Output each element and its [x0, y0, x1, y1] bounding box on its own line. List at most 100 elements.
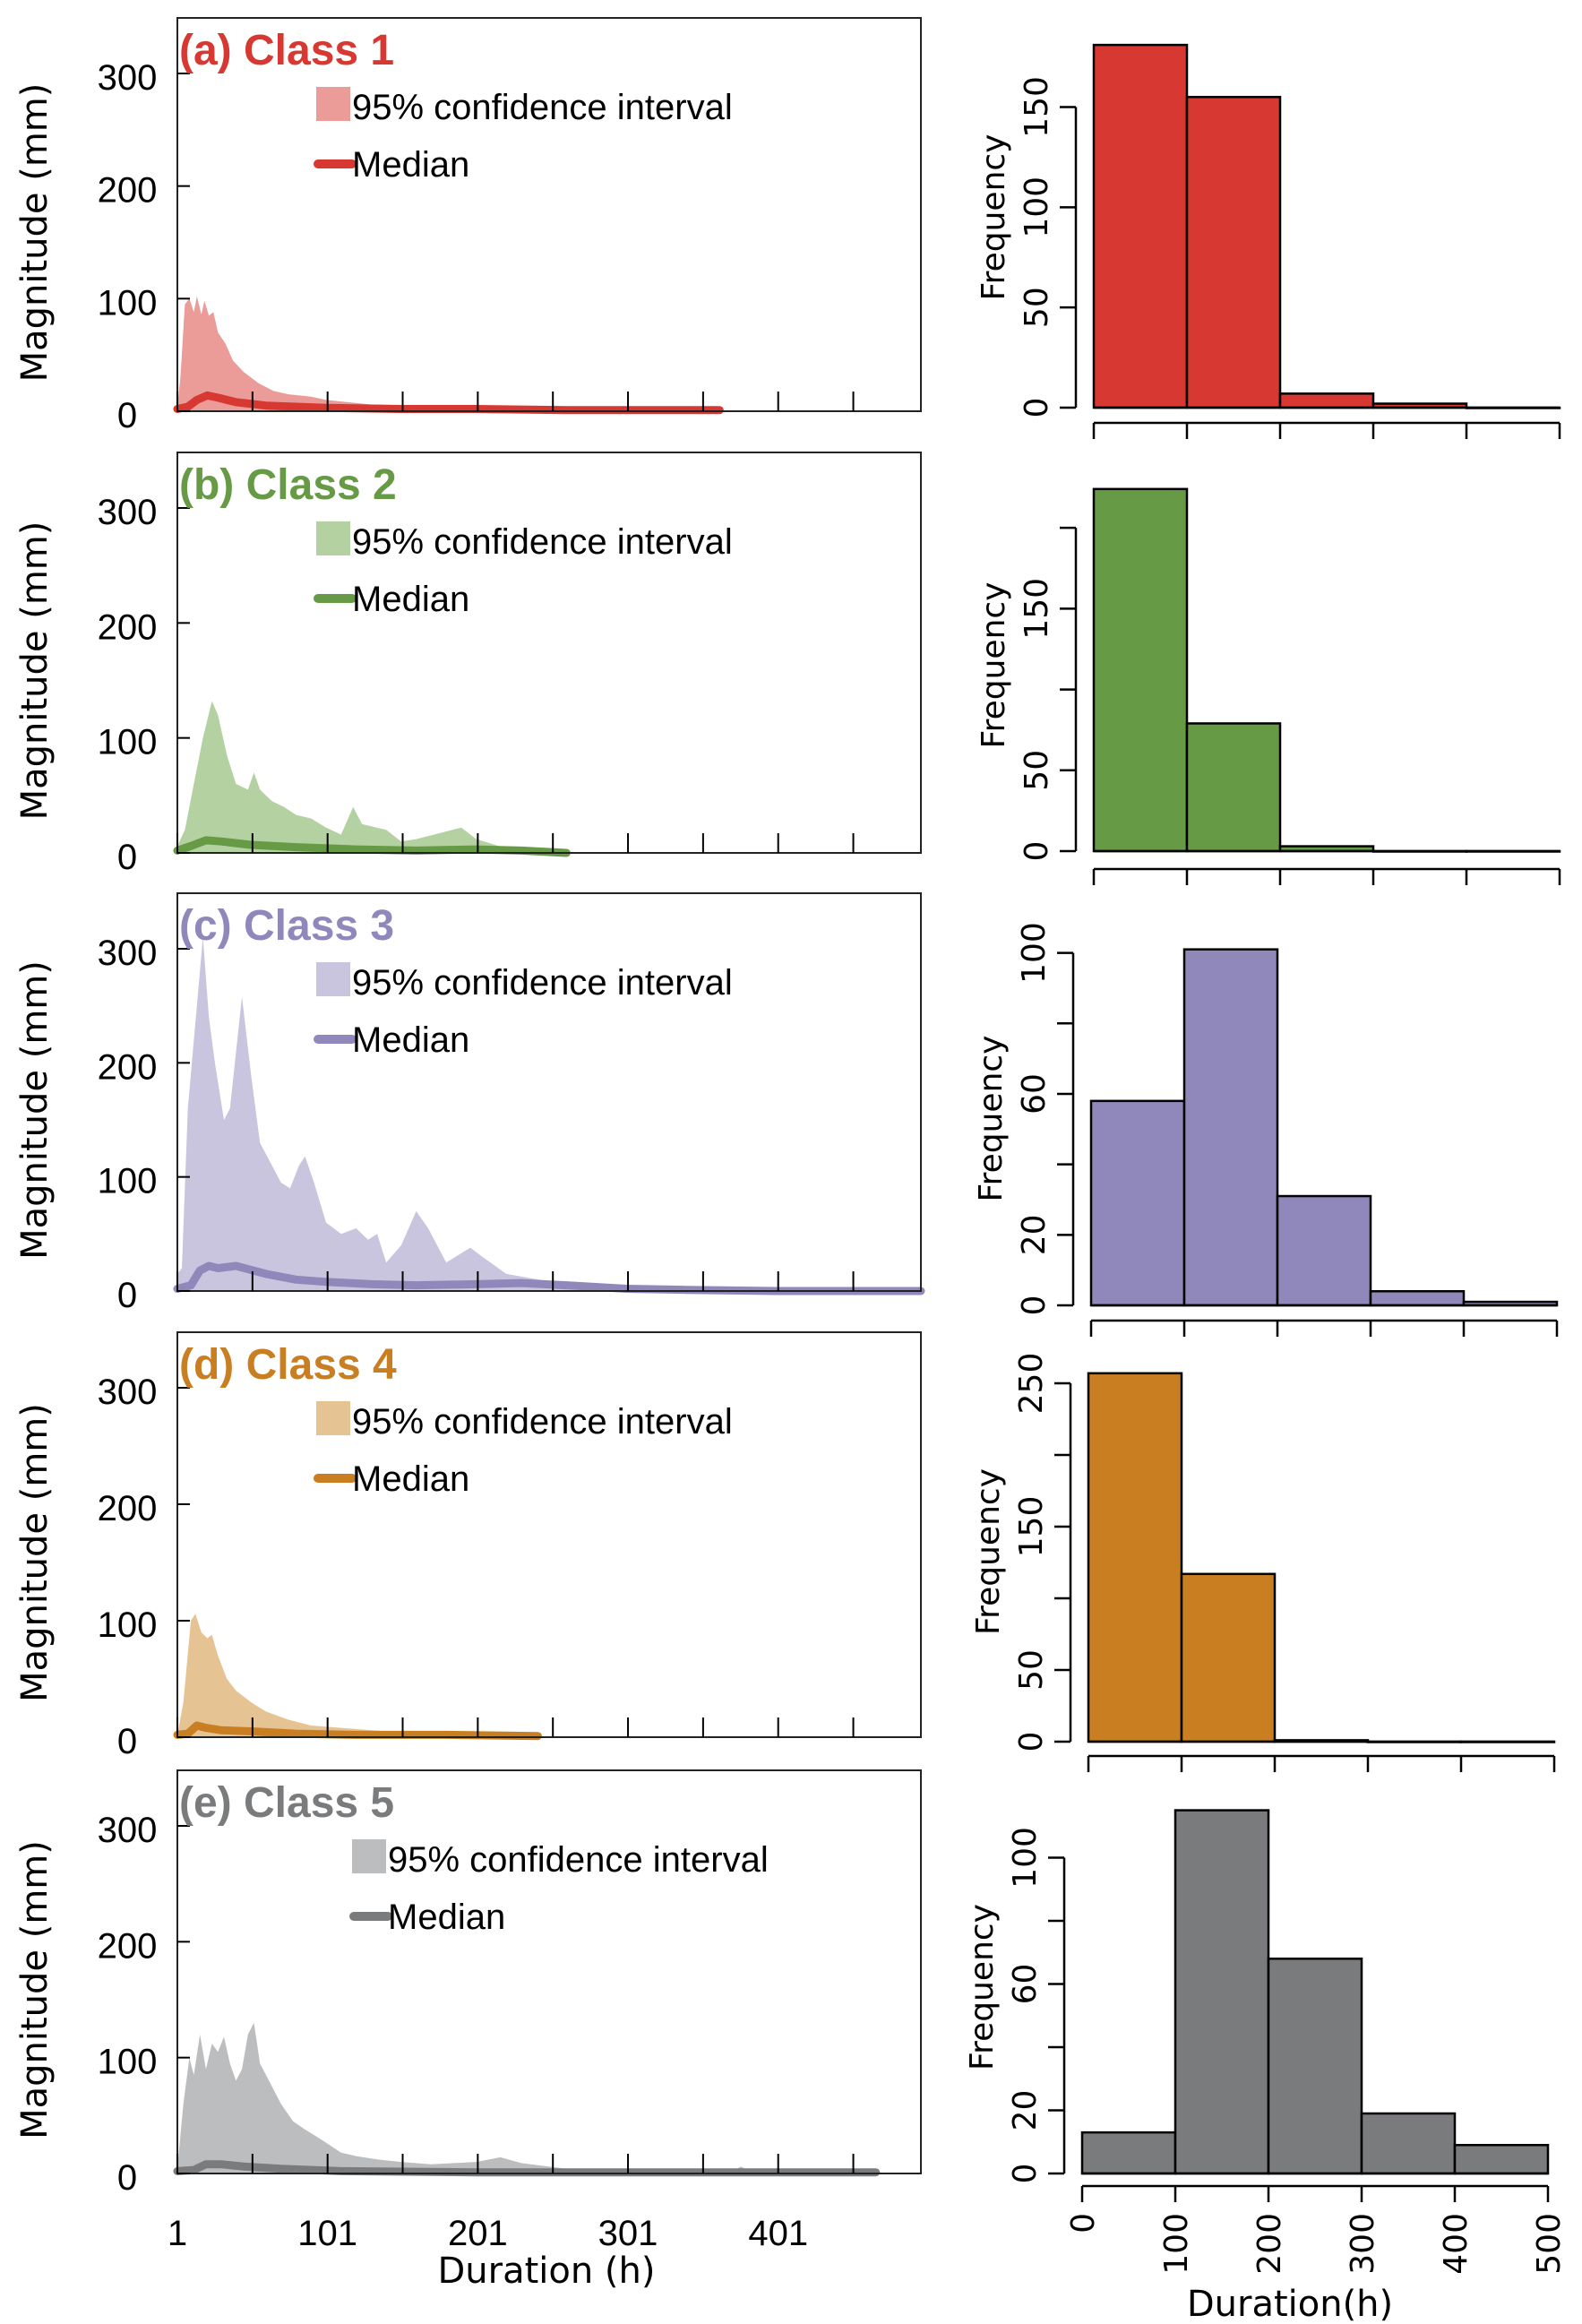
histogram-bar	[1267, 1958, 1363, 2175]
y-tick-label: 150	[1019, 578, 1055, 640]
y-tick-label: 50	[1019, 750, 1055, 791]
plot-frame	[176, 892, 922, 1292]
median-line	[173, 391, 724, 415]
y-tick-label: 100	[98, 723, 158, 762]
y-axis-title: Magnitude (mm)	[14, 1403, 56, 1702]
y-axis-title: Magnitude (mm)	[14, 960, 56, 1260]
y-tick-label: 300	[98, 934, 158, 973]
median-line	[173, 836, 571, 857]
y-tick-label: 200	[98, 607, 158, 647]
magnitude-panel-3: 0 100 200 300 Magnitude (mm) (c) Class 3 95% c…	[14, 892, 925, 1315]
y-tick-label: 250	[1013, 1353, 1050, 1415]
histogram-4: 0 50 150 250 Frequency	[970, 1353, 1556, 1772]
plot-frame	[176, 452, 922, 854]
median-line	[173, 2160, 881, 2177]
histogram-bar	[1360, 2112, 1457, 2175]
y-tick-label: 0	[1007, 2164, 1044, 2184]
y-tick-label: 200	[98, 1489, 158, 1528]
y-tick-label: 0	[117, 2158, 137, 2198]
y-tick-label: 50	[1019, 287, 1055, 328]
x-tick-label: 101	[297, 2214, 357, 2253]
x-axis-title: Duration (h)	[437, 2251, 655, 2292]
magnitude-panel-1: 0 100 200 300 Magnitude (mm) (a) Class 1 95% c…	[14, 17, 922, 435]
x-tick-label: 301	[598, 2214, 658, 2253]
histogram-bar	[1185, 722, 1282, 853]
plot-frame	[176, 1769, 922, 2174]
panel-title: (c) Class 3	[179, 902, 394, 950]
legend-label-ci: 95% confidence interval	[352, 963, 733, 1003]
y-axis-title: Frequency	[976, 582, 1012, 749]
x-tick-label: 300	[1345, 2213, 1381, 2275]
y-tick-label: 0	[117, 1276, 137, 1315]
y-tick-label: 20	[1007, 2090, 1044, 2131]
histogram-bar	[1182, 948, 1279, 1307]
ci-area	[177, 1614, 538, 1737]
y-tick-label: 200	[98, 171, 158, 211]
panel-title: (e) Class 5	[179, 1779, 394, 1827]
y-tick-label: 60	[1007, 1964, 1044, 2005]
y-axis-title: Frequency	[973, 1036, 1010, 1202]
y-tick-label: 100	[98, 1162, 158, 1201]
histogram-bar	[1089, 1099, 1186, 1307]
histogram-bar	[1087, 1372, 1183, 1743]
ci-area	[177, 701, 567, 853]
legend-label-median: Median	[388, 1898, 505, 1937]
histogram-bar	[1369, 1290, 1466, 1307]
y-tick-label: 0	[1019, 398, 1055, 418]
x-tick-label: 100	[1158, 2213, 1195, 2275]
y-tick-label: 300	[98, 58, 158, 98]
y-tick-label: 0	[1013, 1732, 1050, 1752]
x-tick-label: 401	[748, 2214, 808, 2253]
histogram-bar	[1180, 1572, 1277, 1743]
ci-area	[177, 296, 717, 411]
legend-swatch-ci	[316, 87, 350, 121]
y-tick-label: 100	[98, 2043, 158, 2082]
magnitude-panel-5: 0 100 200 300 Magnitude (mm) (e) Class 5 95% c…	[14, 1769, 922, 2198]
legend-swatch-ci	[316, 521, 350, 555]
histogram-bar	[1278, 392, 1375, 409]
y-tick-label: 100	[1007, 1827, 1044, 1889]
histogram-bar	[1276, 1194, 1372, 1307]
histogram-3: 0 20 60 100 Frequency	[973, 922, 1559, 1337]
legend-label-median: Median	[352, 1459, 469, 1499]
y-axis-title: Magnitude (mm)	[14, 1840, 56, 2139]
y-tick-label: 0	[1016, 1295, 1053, 1316]
panel-title: (b) Class 2	[179, 461, 397, 509]
x-tick-label: 0	[1065, 2213, 1102, 2234]
y-tick-label: 0	[1019, 841, 1055, 862]
legend-swatch-ci	[316, 962, 350, 996]
legend-swatch-ci	[352, 1839, 386, 1873]
histogram-bar	[1080, 2130, 1177, 2175]
y-tick-label: 0	[117, 396, 137, 435]
y-tick-label: 0	[117, 838, 137, 877]
y-axis-title: Frequency	[970, 1468, 1007, 1635]
plot-frame	[176, 1331, 922, 1738]
y-tick-label: 20	[1016, 1214, 1053, 1255]
legend-label-ci: 95% confidence interval	[352, 88, 733, 127]
ci-area	[177, 937, 921, 1291]
y-tick-label: 200	[98, 1047, 158, 1087]
median-line	[173, 1261, 925, 1295]
median-line	[173, 1721, 542, 1741]
y-tick-label: 300	[98, 1811, 158, 1850]
y-axis-title: Magnitude (mm)	[14, 521, 56, 821]
magnitude-panel-2: 0 100 200 300 Magnitude (mm) (b) Class 2 95% c…	[14, 452, 922, 877]
panel-title: (a) Class 1	[179, 27, 394, 74]
y-tick-label: 200	[98, 1926, 158, 1966]
y-axis-title: Frequency	[964, 1904, 1001, 2070]
magnitude-panel-4: 0 100 200 300 Magnitude (mm) (d) Class 4 95% c…	[14, 1331, 922, 1761]
histogram-bar	[1092, 43, 1189, 409]
legend-label-ci: 95% confidence interval	[388, 1840, 769, 1880]
x-tick-label: 400	[1438, 2213, 1475, 2275]
y-tick-label: 150	[1019, 76, 1055, 138]
y-tick-label: 100	[1019, 176, 1055, 238]
plot-frame	[176, 17, 922, 412]
histogram-bar	[1185, 96, 1282, 409]
x-axis-title: Duration(h)	[1187, 2284, 1393, 2324]
x-tick-label: 201	[448, 2214, 508, 2253]
ci-area	[177, 2022, 876, 2173]
y-tick-label: 50	[1013, 1649, 1050, 1691]
legend-label-median: Median	[352, 580, 469, 619]
